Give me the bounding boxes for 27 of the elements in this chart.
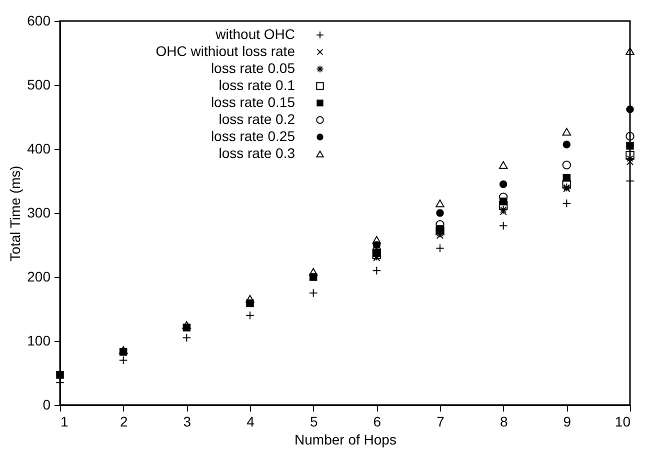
- x-tick-label: 1: [60, 414, 68, 430]
- legend-label: loss rate 0.3: [218, 145, 296, 161]
- x-tick-label: 7: [436, 414, 445, 430]
- x-axis-title: Number of Hops: [294, 432, 396, 448]
- legend-label: OHC withiout loss rate: [156, 43, 296, 59]
- y-tick-label: 500: [27, 76, 51, 92]
- y-tick-label: 400: [27, 140, 51, 156]
- legend-label: without OHC: [214, 26, 295, 42]
- legend-label: loss rate 0.1: [218, 77, 296, 93]
- legend-label: loss rate 0.25: [210, 128, 296, 144]
- x-tick-label: 9: [563, 414, 572, 430]
- x-tick-label: 4: [246, 414, 255, 430]
- x-tick-label: 6: [373, 414, 382, 430]
- legend-label: loss rate 0.15: [210, 94, 296, 110]
- x-tick-label: 10: [614, 414, 631, 430]
- y-tick-label: 100: [27, 332, 51, 348]
- legend-label: loss rate 0.05: [210, 60, 296, 76]
- legend-label: loss rate 0.2: [218, 111, 296, 127]
- x-tick-label: 3: [183, 414, 192, 430]
- y-tick-label: 200: [27, 268, 51, 284]
- x-tick-label: 5: [310, 414, 318, 430]
- x-tick-label: 2: [120, 414, 128, 430]
- y-tick-label: 600: [27, 12, 51, 28]
- y-tick-label: 300: [27, 204, 51, 220]
- y-axis-title: Total Time (ms): [7, 166, 24, 262]
- y-tick-label: 0: [42, 396, 51, 412]
- x-tick-label: 8: [500, 414, 508, 430]
